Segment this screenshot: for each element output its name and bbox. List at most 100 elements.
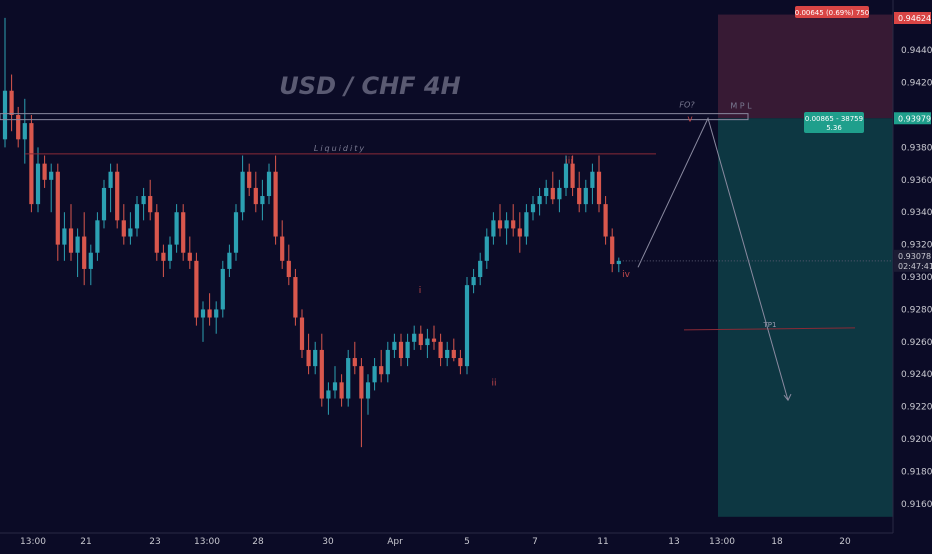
candle xyxy=(385,341,390,383)
time-tick-label: 13:00 xyxy=(194,537,220,547)
candle-body xyxy=(596,171,602,205)
candle xyxy=(174,204,179,253)
candle xyxy=(22,98,27,164)
candle xyxy=(313,341,318,375)
candle xyxy=(570,155,575,197)
candle-body xyxy=(603,204,608,237)
mpl-zone[interactable] xyxy=(0,113,749,121)
candle-body xyxy=(240,171,245,213)
candle xyxy=(207,293,212,326)
time-tick-label: 23 xyxy=(149,537,160,547)
candle-body xyxy=(616,260,621,265)
candle-body xyxy=(128,228,133,237)
target-info-label: 0.00865 - 38759 xyxy=(805,115,863,123)
candle xyxy=(108,163,113,213)
candle-body xyxy=(458,358,463,367)
candle xyxy=(379,349,384,383)
candle xyxy=(148,179,153,221)
candle xyxy=(42,155,47,188)
price-top-label: 0.94624 xyxy=(898,14,931,23)
candle-body xyxy=(365,382,371,399)
candle xyxy=(418,325,423,350)
candle-body xyxy=(9,90,14,116)
candle xyxy=(359,358,364,448)
candle xyxy=(405,333,410,367)
candle xyxy=(154,204,159,261)
candle xyxy=(445,341,450,367)
candle-body xyxy=(161,252,166,261)
time-tick-label: 13 xyxy=(668,537,679,547)
candle xyxy=(75,228,80,278)
time-tick-label: 5 xyxy=(464,537,470,547)
candle-body xyxy=(471,277,476,286)
candle xyxy=(610,228,615,273)
candle-body xyxy=(200,309,206,318)
candle-body xyxy=(253,187,258,205)
candle-body xyxy=(550,187,555,200)
candle xyxy=(121,204,126,245)
liquidity-label: Liquidity xyxy=(314,144,366,153)
candle xyxy=(451,338,456,362)
target-info-sublabel: 5.36 xyxy=(826,124,842,132)
price-top-box xyxy=(894,12,931,24)
profit-target-zone[interactable] xyxy=(718,118,893,517)
candle xyxy=(293,268,298,326)
candle xyxy=(247,163,252,197)
candle-body xyxy=(35,163,41,205)
candle-body xyxy=(88,252,93,269)
candle xyxy=(471,268,476,294)
candle xyxy=(9,74,14,132)
wave-label: iii xyxy=(565,157,573,167)
candle-body xyxy=(121,220,126,237)
candle xyxy=(29,115,34,213)
candle-body xyxy=(167,244,173,261)
time-tick-label: 13:00 xyxy=(709,537,735,547)
candle xyxy=(194,252,199,326)
candle xyxy=(590,163,595,205)
candle-body xyxy=(438,341,443,359)
candle-body xyxy=(339,382,344,399)
candle-body xyxy=(563,163,569,188)
candle-body xyxy=(154,212,159,253)
wave-label: i xyxy=(419,286,422,296)
candle xyxy=(240,155,245,221)
candle-body xyxy=(68,228,74,253)
candle-body xyxy=(313,349,318,367)
candle-body xyxy=(115,171,120,221)
candle-body xyxy=(194,260,199,318)
projection-path[interactable] xyxy=(637,116,789,401)
candle xyxy=(544,179,549,205)
candle xyxy=(346,349,351,407)
candle-body xyxy=(214,309,219,318)
candle-body xyxy=(299,317,305,350)
candle xyxy=(214,301,219,334)
candle-body xyxy=(260,196,265,205)
candle xyxy=(464,277,470,375)
candle xyxy=(181,204,186,261)
candle-body xyxy=(293,277,298,318)
candle-body xyxy=(412,333,417,342)
time-tick-label: 20 xyxy=(839,537,851,547)
candle xyxy=(563,155,569,197)
candle xyxy=(557,179,562,213)
candle-body xyxy=(418,333,423,346)
tp-line[interactable] xyxy=(683,327,856,331)
candle xyxy=(352,341,357,375)
time-tick-label: 28 xyxy=(252,537,264,547)
candle-body xyxy=(280,236,285,261)
candle-body xyxy=(544,187,549,197)
price-current-box xyxy=(894,249,931,272)
candle xyxy=(187,236,192,269)
time-axis[interactable]: 13:00 21 23 13:00 28 30 Apr 5 7 11 13 13:00 18 20 xyxy=(20,537,851,547)
stop-loss-zone[interactable] xyxy=(718,14,893,119)
